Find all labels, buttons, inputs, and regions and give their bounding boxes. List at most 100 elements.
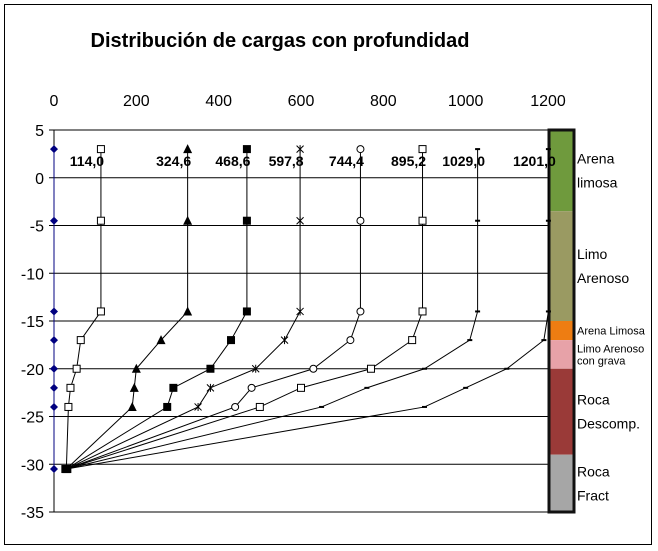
- series: [62, 145, 105, 474]
- point-marker: [96, 145, 105, 154]
- point-marker: [50, 364, 58, 373]
- load-label: 597,8: [269, 153, 304, 169]
- chart-title: Distribución de cargas con profundidad: [90, 30, 470, 52]
- y-tick-label: 0: [35, 171, 44, 188]
- series-line: [66, 149, 479, 470]
- point-marker: [418, 216, 427, 225]
- soil-layer-label: Roca: [577, 463, 610, 479]
- point-marker: [296, 307, 304, 316]
- point-marker: [127, 401, 137, 411]
- soil-layer: [549, 340, 574, 369]
- series: [61, 144, 193, 474]
- point-marker: [50, 383, 58, 392]
- soil-layer: [549, 211, 574, 321]
- series-line: [66, 149, 248, 470]
- point-marker: [242, 145, 251, 154]
- x-tick-label: 800: [370, 93, 397, 110]
- series-line: [66, 149, 301, 470]
- series: [63, 148, 481, 471]
- point-marker: [356, 216, 365, 225]
- chart-frame: [4, 4, 652, 545]
- soil-layer-label: con grava: [577, 355, 626, 367]
- point-marker: [129, 382, 139, 392]
- point-marker: [76, 336, 85, 345]
- load-label: 744,4: [329, 153, 364, 169]
- load-label: 468,6: [215, 153, 250, 169]
- point-marker: [131, 363, 141, 373]
- x-tick-label: 400: [205, 93, 232, 110]
- point-marker: [296, 216, 304, 225]
- soil-column: Arena limosa Limo Arenoso Arena Limosa Limo A…: [547, 128, 646, 514]
- point-marker: [64, 402, 73, 411]
- soil-layer-label: Limo: [577, 246, 608, 262]
- point-marker: [309, 364, 318, 373]
- point-marker: [418, 307, 427, 316]
- point-marker: [346, 336, 355, 345]
- point-marker: [156, 335, 166, 345]
- point-marker: [280, 336, 289, 345]
- soil-column-border: [547, 128, 576, 514]
- grid-layer: [54, 129, 548, 513]
- x-tick-label: 1200: [530, 93, 566, 110]
- soil-layer-label: Fract: [577, 487, 609, 503]
- point-marker: [50, 145, 58, 154]
- point-marker: [242, 307, 251, 316]
- point-marker: [297, 383, 305, 392]
- series: [62, 145, 365, 474]
- series: [50, 145, 58, 474]
- point-marker: [50, 336, 58, 345]
- point-marker: [247, 383, 256, 392]
- point-marker: [50, 216, 58, 225]
- x-tick-label: 1000: [448, 93, 484, 110]
- soil-layer-label: Roca: [577, 392, 610, 408]
- point-marker: [408, 336, 417, 345]
- load-label: 324,6: [156, 153, 191, 169]
- point-marker: [418, 145, 427, 154]
- soil-layer: [549, 130, 574, 212]
- point-marker: [50, 402, 58, 411]
- soil-layer-label: Arenoso: [577, 270, 629, 286]
- point-marker: [183, 306, 193, 316]
- load-label: 1201,0: [513, 153, 556, 169]
- load-label: 114,0: [70, 153, 104, 169]
- series-line: [66, 149, 361, 470]
- point-marker: [169, 383, 178, 392]
- point-marker: [206, 364, 215, 373]
- y-tick-label: -5: [30, 219, 44, 236]
- series-line: [66, 149, 189, 470]
- point-marker: [163, 402, 172, 411]
- soil-layer-label: Arena Limosa: [577, 325, 646, 337]
- soil-layer: [549, 454, 574, 512]
- series-line: [65, 149, 102, 470]
- y-tick-label: -15: [21, 314, 44, 331]
- soil-layer-label: limosa: [577, 174, 618, 190]
- load-labels: 114,0 324,6 468,6 597,8 744,4 895,2 1029,0 1201…: [70, 153, 556, 169]
- x-tick-label: 0: [50, 93, 59, 110]
- y-tick-label: -30: [21, 457, 44, 474]
- y-tick-label: -20: [21, 362, 44, 379]
- point-marker: [356, 145, 365, 154]
- soil-layer: [549, 368, 574, 455]
- point-marker: [366, 364, 375, 373]
- series-line: [66, 149, 549, 470]
- point-marker: [72, 364, 81, 373]
- soil-layer-label: Arena: [577, 150, 615, 166]
- point-marker: [96, 216, 105, 225]
- load-label: 895,2: [391, 153, 426, 169]
- point-marker: [296, 145, 304, 154]
- series-layer: [50, 144, 551, 474]
- soil-layer-label: Limo Arenoso: [577, 343, 644, 355]
- x-tick-label: 200: [123, 93, 150, 110]
- point-marker: [227, 336, 236, 345]
- point-marker: [255, 402, 264, 411]
- y-tick-label: -25: [21, 410, 44, 427]
- point-marker: [242, 216, 251, 225]
- point-marker: [50, 307, 58, 316]
- load-label: 1029,0: [442, 153, 485, 169]
- x-tick-label: 600: [288, 93, 315, 110]
- point-marker: [194, 402, 202, 411]
- point-marker: [206, 383, 215, 392]
- point-marker: [183, 215, 193, 225]
- base-marker: [61, 465, 72, 474]
- point-marker: [66, 383, 75, 392]
